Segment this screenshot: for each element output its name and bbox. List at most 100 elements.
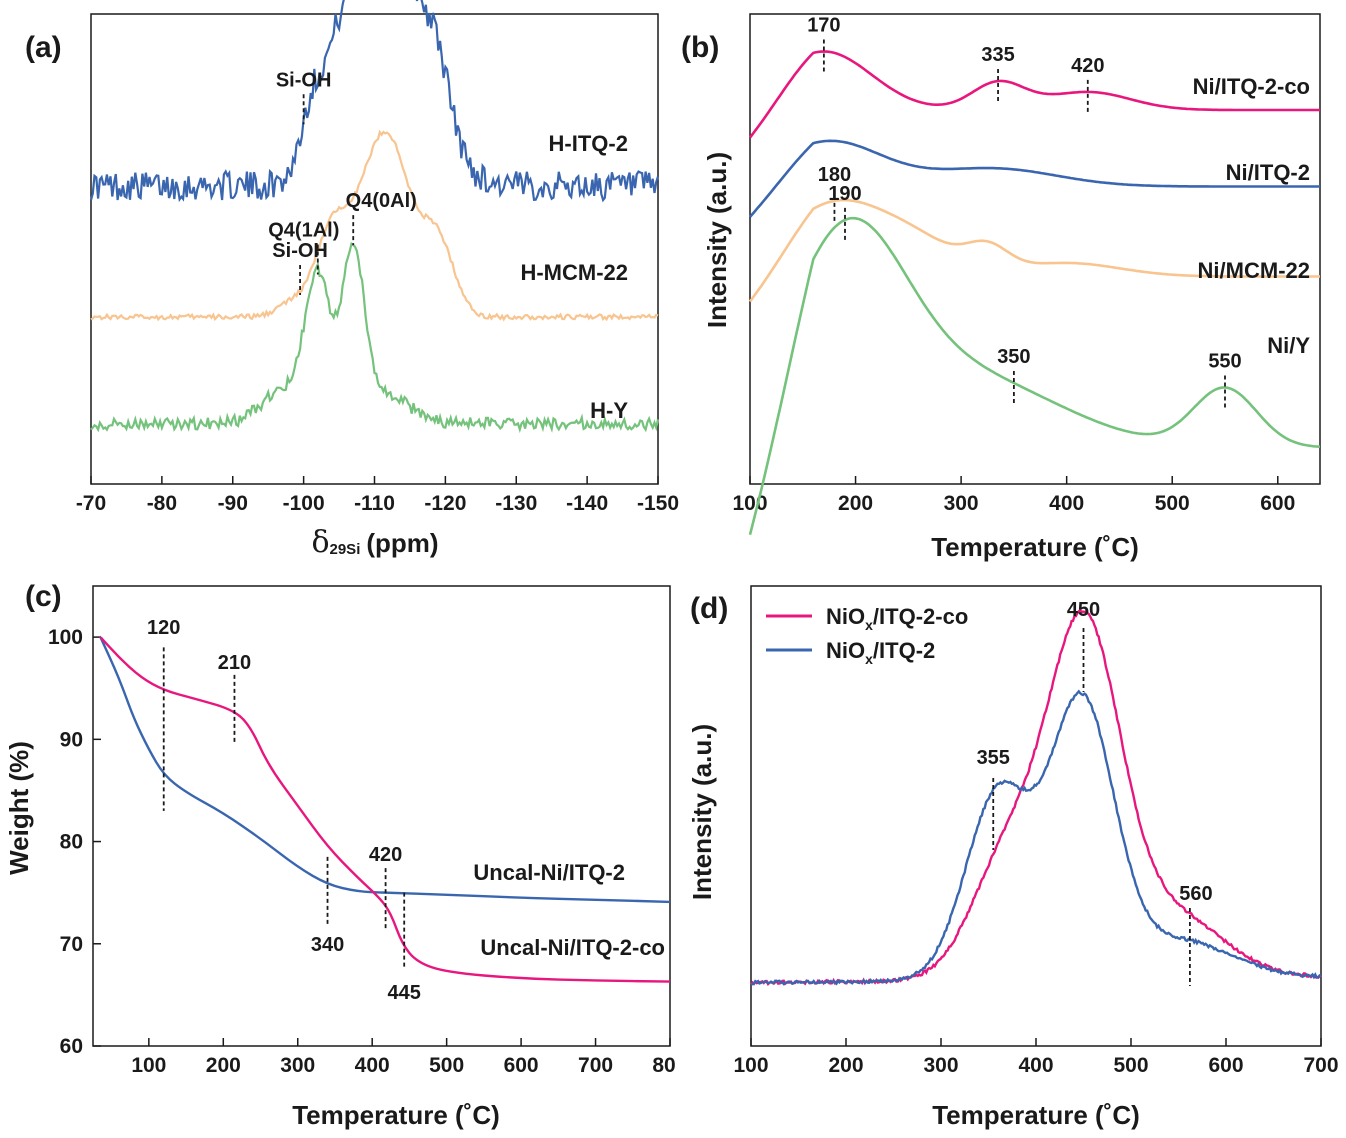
panel-c-frame (92, 585, 671, 1047)
panel-d-annotations: 355 450 560 (977, 599, 1213, 986)
panel-a-chart: (a) -70 -80 -90 -100 -110 -120 -130 -140 -150 H-… (25, 0, 679, 560)
x-tick-label: 200 (828, 1054, 863, 1077)
series-line-niox-itq-2 (750, 689, 1322, 986)
panel-b-chart: (b) 100 200 300 400 500 600 Ni/ITQ-2-coNi/ITQ… (681, 13, 1321, 562)
x-tick-label: 400 (1049, 492, 1084, 515)
series-label-ni-mcm-22: Ni/MCM-22 (1198, 258, 1310, 283)
panel-d-x-axis-title: Temperature (˚C) (932, 1100, 1140, 1130)
annotation-label: 210 (218, 652, 251, 674)
panel-a-frame (90, 13, 659, 485)
series-label-h-itq-2: H-ITQ-2 (549, 131, 628, 156)
annotation-label: 420 (1071, 55, 1104, 77)
annotation-label: Q4(0Al) (346, 190, 417, 212)
panel-a-curves: H-ITQ-2 H-MCM-22 H-Y (89, 0, 660, 434)
legend-label-niox-itq-2: NiOx/ITQ-2 (826, 638, 935, 667)
annotation-label: 190 (828, 183, 861, 205)
panel-c-y-axis-title: Weight (%) (4, 741, 34, 875)
x-tick-label: -120 (424, 492, 466, 515)
panel-b-x-ticks: 100 200 300 400 500 600 (732, 476, 1295, 515)
x-tick-label: 300 (280, 1054, 315, 1077)
annotation-label: Si-OH (272, 240, 328, 262)
x-tick-label: 200 (206, 1054, 241, 1077)
annotation-label: 560 (1179, 883, 1212, 905)
panel-a-x-symbol: δ (311, 525, 329, 560)
series-line-ni-itq-2-co (748, 50, 1320, 139)
series-label-uncal-ni-itq-2: Uncal-Ni/ITQ-2 (473, 860, 625, 885)
x-tick-label: 400 (1018, 1054, 1053, 1077)
annotation-label: 355 (977, 747, 1010, 769)
x-tick-label: -140 (566, 492, 608, 515)
series-label-uncal-ni-itq-2-co: Uncal-Ni/ITQ-2-co (480, 935, 665, 960)
annotation-label: 340 (311, 934, 344, 956)
panel-c-curves: Uncal-Ni/ITQ-2 Uncal-Ni/ITQ-2-co (99, 635, 671, 983)
y-tick-label: 60 (60, 1035, 83, 1058)
panel-c-annotations: 120 210 340 420 445 (147, 617, 421, 1004)
x-tick-label: -150 (637, 492, 679, 515)
x-tick-label: 500 (429, 1054, 464, 1077)
series-label-h-y: H-Y (590, 398, 628, 423)
panel-d-legend: NiOx/ITQ-2-co NiOx/ITQ-2 (766, 604, 968, 667)
x-tick-label: 700 (578, 1054, 613, 1077)
annotation-label: 420 (369, 844, 402, 866)
panel-b-frame (749, 13, 1321, 485)
panel-d-curves (750, 608, 1322, 986)
panel-a-x-unit: (ppm) (366, 528, 438, 558)
y-tick-label: 70 (60, 933, 83, 956)
series-line-ni-y (748, 216, 1321, 536)
x-tick-label: 100 (733, 1054, 768, 1077)
panel-a-x-axis-title: δ29Si (ppm) (311, 525, 438, 560)
x-tick-label: 500 (1113, 1054, 1148, 1077)
y-tick-label: 90 (60, 728, 83, 751)
x-tick-label: -110 (354, 492, 395, 515)
annotation-label: 120 (147, 617, 180, 639)
panel-d-label: (d) (690, 592, 728, 625)
panel-b-x-axis-title: Temperature (˚C) (931, 532, 1139, 562)
annotation-label: 180 (818, 164, 851, 186)
panel-d-x-ticks: 100 200 300 400 500 600 700 (733, 1038, 1339, 1077)
panel-a-label: (a) (25, 31, 62, 64)
x-tick-label: 700 (1303, 1054, 1338, 1077)
series-line-h-y (90, 241, 660, 434)
x-tick-label: 100 (131, 1054, 166, 1077)
x-tick-label: 500 (1155, 492, 1190, 515)
series-line-h-itq-2 (89, 0, 660, 203)
panel-c-label: (c) (25, 580, 62, 613)
panel-c-chart: (c) 100 200 300 400 500 600 700 80 60 70 80 90 100 U… (4, 580, 676, 1130)
annotation-label: 170 (807, 15, 840, 37)
x-tick-label: 80 (652, 1054, 675, 1077)
annotation-label: 550 (1208, 350, 1241, 372)
annotation-label: Q4(1Al) (268, 220, 339, 242)
panel-c-x-axis-title: Temperature (˚C) (292, 1100, 500, 1130)
series-label-ni-itq-2-co: Ni/ITQ-2-co (1193, 74, 1310, 99)
series-label-ni-itq-2: Ni/ITQ-2 (1226, 160, 1310, 185)
y-tick-label: 80 (60, 831, 83, 854)
panel-d-y-axis-title: Intensity (a.u.) (687, 724, 717, 900)
series-label-ni-y: Ni/Y (1267, 333, 1310, 358)
panel-a-x-ticks: -70 -80 -90 -100 -110 -120 -130 -140 -150 (76, 476, 679, 515)
x-tick-label: 100 (732, 492, 767, 515)
series-label-h-mcm-22: H-MCM-22 (520, 260, 628, 285)
panel-d-chart: (d) 100 200 300 400 500 600 700 355 450 560 NiOx… (687, 585, 1339, 1130)
x-tick-label: -90 (218, 492, 248, 515)
panel-c-ticks: 100 200 300 400 500 600 700 80 60 70 80 90 100 (48, 626, 676, 1077)
x-tick-label: -80 (147, 492, 177, 515)
x-tick-label: 600 (1208, 1054, 1243, 1077)
annotation-label: 450 (1067, 599, 1100, 621)
x-tick-label: 300 (923, 1054, 958, 1077)
x-tick-label: 600 (1260, 492, 1295, 515)
x-tick-label: 300 (944, 492, 979, 515)
panel-b-label: (b) (681, 31, 719, 64)
x-tick-label: -70 (76, 492, 106, 515)
series-line-h-mcm-22 (90, 129, 659, 322)
x-tick-label: 600 (504, 1054, 539, 1077)
panel-b-curves: Ni/ITQ-2-co Ni/ITQ-2 Ni/MCM-22 Ni/Y (748, 50, 1321, 536)
x-tick-label: -130 (495, 492, 537, 515)
x-tick-label: 400 (355, 1054, 390, 1077)
legend-label-niox-itq-2-co: NiOx/ITQ-2-co (826, 604, 968, 633)
series-line-uncal-ni-itq-2-co (99, 635, 671, 983)
series-line-uncal-ni-itq-2 (99, 635, 671, 904)
x-tick-label: -100 (283, 492, 325, 515)
